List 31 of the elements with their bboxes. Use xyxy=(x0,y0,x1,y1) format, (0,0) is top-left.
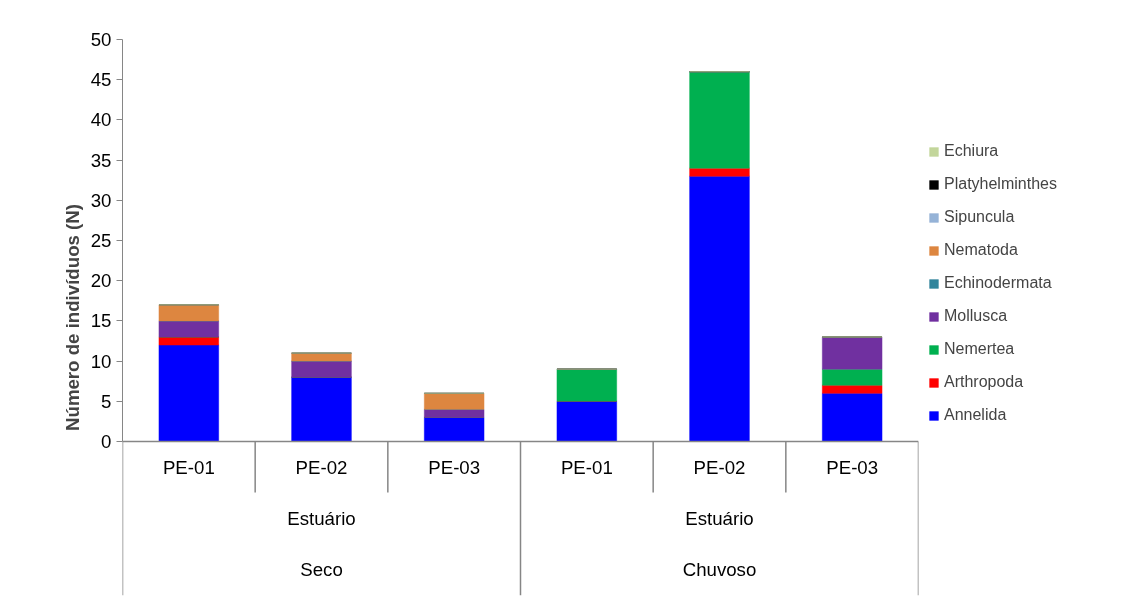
y-axis-title: Número de indivíduos (N) xyxy=(61,204,83,431)
legend-label: Sipuncula xyxy=(944,207,1015,227)
y-tick-label: 5 xyxy=(101,390,112,412)
text: Chuvoso xyxy=(682,558,757,580)
x-tick-label: PE-02 xyxy=(295,456,348,478)
x-tick-label: PE-03 xyxy=(428,456,481,478)
x-tick-label: PE-03 xyxy=(826,456,879,478)
y-tick-label: 45 xyxy=(90,69,112,91)
legend-label: Mollusca xyxy=(944,306,1008,326)
y-tick-label: 35 xyxy=(90,149,112,171)
legend-label: Platyhelminthes xyxy=(944,174,1057,194)
legend-label: Annelida xyxy=(944,405,1007,425)
y-tick-label: 30 xyxy=(90,189,112,211)
text: Seco xyxy=(300,558,343,580)
y-tick-label: 40 xyxy=(90,109,112,131)
y-tick-label: 20 xyxy=(90,270,112,292)
y-tick-label: 0 xyxy=(101,431,112,452)
legend-label: Nematoda xyxy=(944,240,1018,260)
y-tick-label: 50 xyxy=(90,29,112,50)
text: Estuário xyxy=(287,507,356,529)
x-tick-label: PE-02 xyxy=(693,456,746,478)
y-tick-label: 10 xyxy=(90,350,112,372)
y-tick-label: 15 xyxy=(90,310,112,332)
x-tick-label: PE-01 xyxy=(162,456,215,478)
legend-label: Arthropoda xyxy=(944,372,1024,392)
legend-label: Nemertea xyxy=(944,339,1015,359)
y-tick-label: 25 xyxy=(90,230,112,251)
legend-label: Echinodermata xyxy=(944,273,1052,293)
x-tick-label: PE-01 xyxy=(560,456,613,478)
text: Estuário xyxy=(685,507,754,529)
legend-label: Echiura xyxy=(944,141,999,161)
